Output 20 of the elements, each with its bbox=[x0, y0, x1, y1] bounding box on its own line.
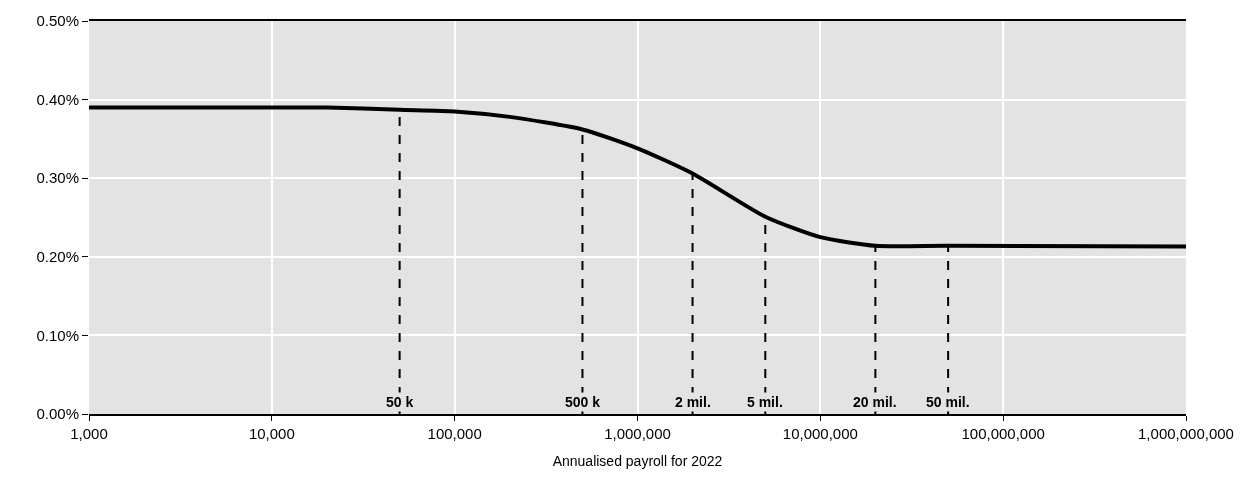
x-axis-title: Annualised payroll for 2022 bbox=[552, 452, 723, 469]
annotation: 20 mil. bbox=[853, 394, 897, 410]
x-tick-label: 1,000 bbox=[70, 425, 108, 442]
y-tick-label: 0.20% bbox=[36, 248, 79, 266]
x-tick-label: 100,000 bbox=[427, 425, 482, 442]
x-tick-label: 100,000,000 bbox=[961, 425, 1045, 442]
annotation: 2 mil. bbox=[675, 394, 711, 410]
y-tick-label: 0.00% bbox=[36, 405, 79, 423]
y-tick-label: 0.10% bbox=[36, 326, 79, 344]
x-tick-label: 10,000 bbox=[248, 425, 295, 442]
y-tick-label: 0.30% bbox=[36, 169, 79, 187]
annotation: 500 k bbox=[565, 394, 601, 410]
y-tick-label: 0.40% bbox=[36, 90, 79, 108]
y-tick-label: 0.50% bbox=[36, 12, 79, 30]
annotation: 50 mil. bbox=[926, 394, 970, 410]
annotation: 5 mil. bbox=[747, 394, 783, 410]
x-tick-label: 10,000,000 bbox=[782, 425, 858, 442]
x-tick-label: 1,000,000,000 bbox=[1138, 425, 1234, 442]
x-tick-label: 1,000,000 bbox=[604, 425, 671, 442]
annotation: 50 k bbox=[386, 394, 414, 410]
